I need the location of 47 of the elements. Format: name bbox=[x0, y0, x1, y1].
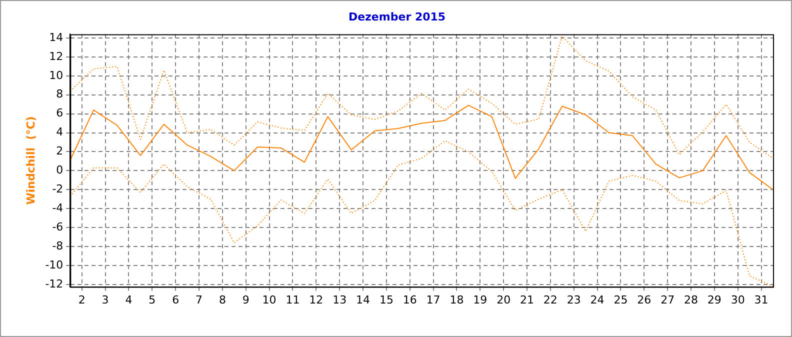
x-tick-label: 26 bbox=[637, 293, 652, 306]
x-tick-label: 4 bbox=[125, 293, 132, 306]
y-tick-label: 0 bbox=[56, 164, 64, 177]
x-tick-label: 21 bbox=[520, 293, 534, 306]
x-tick-label: 6 bbox=[172, 293, 180, 306]
x-tick-label: 19 bbox=[473, 293, 488, 306]
y-tick-label: -6 bbox=[52, 220, 64, 234]
x-tick-label: 15 bbox=[379, 293, 394, 306]
x-tick-label: 7 bbox=[196, 293, 203, 306]
x-tick-label: 9 bbox=[242, 293, 250, 306]
line-series bbox=[70, 36, 773, 159]
y-tick-label: -10 bbox=[45, 258, 64, 272]
x-tick-label: 30 bbox=[730, 293, 745, 306]
x-tick-label: 3 bbox=[102, 293, 109, 306]
x-tick-label: 23 bbox=[566, 293, 581, 306]
x-tick-label: 13 bbox=[332, 293, 347, 306]
x-tick-label: 24 bbox=[590, 293, 604, 306]
y-tick-label: -4 bbox=[52, 201, 64, 214]
x-tick-label: 17 bbox=[426, 293, 440, 306]
x-tick-label: 10 bbox=[262, 293, 276, 306]
y-tick-label: 14 bbox=[49, 30, 64, 44]
y-tick-label: -8 bbox=[52, 239, 64, 252]
x-tick-label: 11 bbox=[286, 293, 300, 306]
x-tick-label: 2 bbox=[78, 293, 86, 306]
y-tick-label: 10 bbox=[49, 68, 64, 82]
y-tick-label: 8 bbox=[56, 88, 64, 101]
x-tick-label: 8 bbox=[218, 293, 226, 306]
y-tick-label: 4 bbox=[56, 126, 64, 139]
x-tick-label: 5 bbox=[148, 293, 156, 306]
x-tick-label: 14 bbox=[356, 293, 370, 306]
x-tick-label: 18 bbox=[450, 293, 464, 306]
x-tick-label: 28 bbox=[684, 293, 698, 306]
y-tick-label: 6 bbox=[56, 106, 64, 120]
x-tick-label: 12 bbox=[309, 293, 324, 306]
x-tick-label: 16 bbox=[402, 293, 417, 306]
x-tick-label: 20 bbox=[496, 293, 511, 306]
chart-title: Dezember 2015 bbox=[348, 10, 446, 24]
y-tick-label: 2 bbox=[56, 144, 64, 158]
y-tick-label: -12 bbox=[45, 277, 64, 290]
x-tick-label: 31 bbox=[754, 293, 768, 306]
y-tick-label: 12 bbox=[49, 50, 64, 63]
x-tick-label: 25 bbox=[614, 293, 628, 306]
x-tick-label: 22 bbox=[543, 293, 558, 306]
x-tick-label: 27 bbox=[660, 293, 675, 306]
x-tick-label: 29 bbox=[707, 293, 722, 306]
y-tick-label: -2 bbox=[52, 182, 64, 196]
y-axis-title: Windchill (°C) bbox=[24, 116, 38, 205]
